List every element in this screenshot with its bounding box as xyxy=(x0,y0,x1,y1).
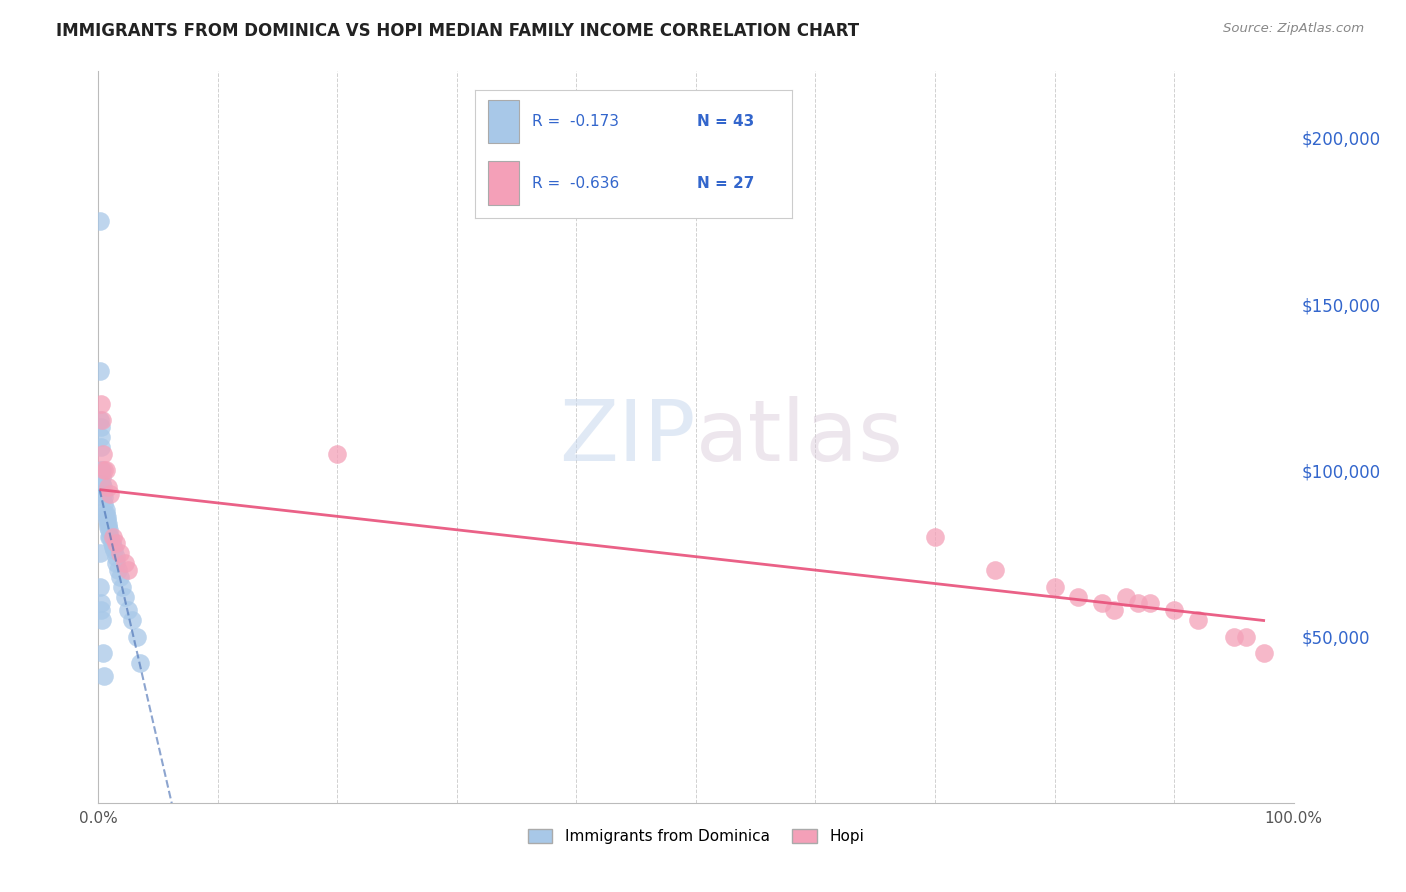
Point xyxy=(89,546,111,560)
Point xyxy=(108,570,131,584)
Point xyxy=(1187,613,1209,627)
Point xyxy=(94,463,117,477)
Point xyxy=(90,603,112,617)
Point xyxy=(93,463,115,477)
Point xyxy=(984,563,1007,577)
Point xyxy=(1115,590,1137,604)
Point xyxy=(105,536,128,550)
Point xyxy=(94,507,117,521)
Point xyxy=(91,476,114,491)
Point xyxy=(90,440,112,454)
Point xyxy=(1139,596,1161,610)
Point xyxy=(90,420,112,434)
Point xyxy=(105,557,128,571)
Point xyxy=(94,503,117,517)
Point xyxy=(326,447,349,461)
Point xyxy=(107,563,129,577)
Point xyxy=(129,656,152,670)
Point xyxy=(111,580,134,594)
Point xyxy=(97,516,120,531)
Point xyxy=(125,630,148,644)
Point xyxy=(101,540,124,554)
Point xyxy=(97,480,120,494)
Point xyxy=(91,486,114,500)
Point xyxy=(98,530,122,544)
Point xyxy=(89,413,111,427)
Point xyxy=(1128,596,1150,610)
Point xyxy=(93,490,115,504)
Point xyxy=(100,536,122,550)
Text: atlas: atlas xyxy=(696,395,904,479)
Point xyxy=(93,669,115,683)
Point xyxy=(1104,603,1126,617)
Point xyxy=(924,530,946,544)
Point xyxy=(101,530,124,544)
Point xyxy=(98,523,121,537)
Point xyxy=(91,646,114,660)
Point xyxy=(1163,603,1185,617)
Point xyxy=(91,480,114,494)
Point xyxy=(1234,630,1257,644)
Point xyxy=(103,543,125,558)
Text: IMMIGRANTS FROM DOMINICA VS HOPI MEDIAN FAMILY INCOME CORRELATION CHART: IMMIGRANTS FROM DOMINICA VS HOPI MEDIAN … xyxy=(56,22,859,40)
Point xyxy=(117,563,139,577)
Point xyxy=(105,549,128,564)
Point xyxy=(117,603,139,617)
Point xyxy=(1091,596,1114,610)
Point xyxy=(89,363,111,377)
Text: Source: ZipAtlas.com: Source: ZipAtlas.com xyxy=(1223,22,1364,36)
Point xyxy=(90,430,112,444)
Point xyxy=(91,413,114,427)
Point xyxy=(114,557,136,571)
Point xyxy=(89,580,111,594)
Point xyxy=(1253,646,1275,660)
Point xyxy=(96,513,118,527)
Point xyxy=(121,613,143,627)
Point xyxy=(91,613,114,627)
Point xyxy=(1223,630,1246,644)
Point xyxy=(1043,580,1066,594)
Point xyxy=(96,509,118,524)
Point xyxy=(91,470,114,484)
Point xyxy=(97,520,120,534)
Point xyxy=(89,214,111,228)
Point xyxy=(98,486,122,500)
Point xyxy=(108,546,131,560)
Point xyxy=(90,397,112,411)
Point xyxy=(1067,590,1090,604)
Point xyxy=(93,497,115,511)
Point xyxy=(91,447,114,461)
Point xyxy=(91,463,114,477)
Text: ZIP: ZIP xyxy=(560,395,696,479)
Legend: Immigrants from Dominica, Hopi: Immigrants from Dominica, Hopi xyxy=(522,822,870,850)
Point xyxy=(90,596,112,610)
Point xyxy=(98,530,121,544)
Point xyxy=(90,463,112,477)
Point xyxy=(114,590,136,604)
